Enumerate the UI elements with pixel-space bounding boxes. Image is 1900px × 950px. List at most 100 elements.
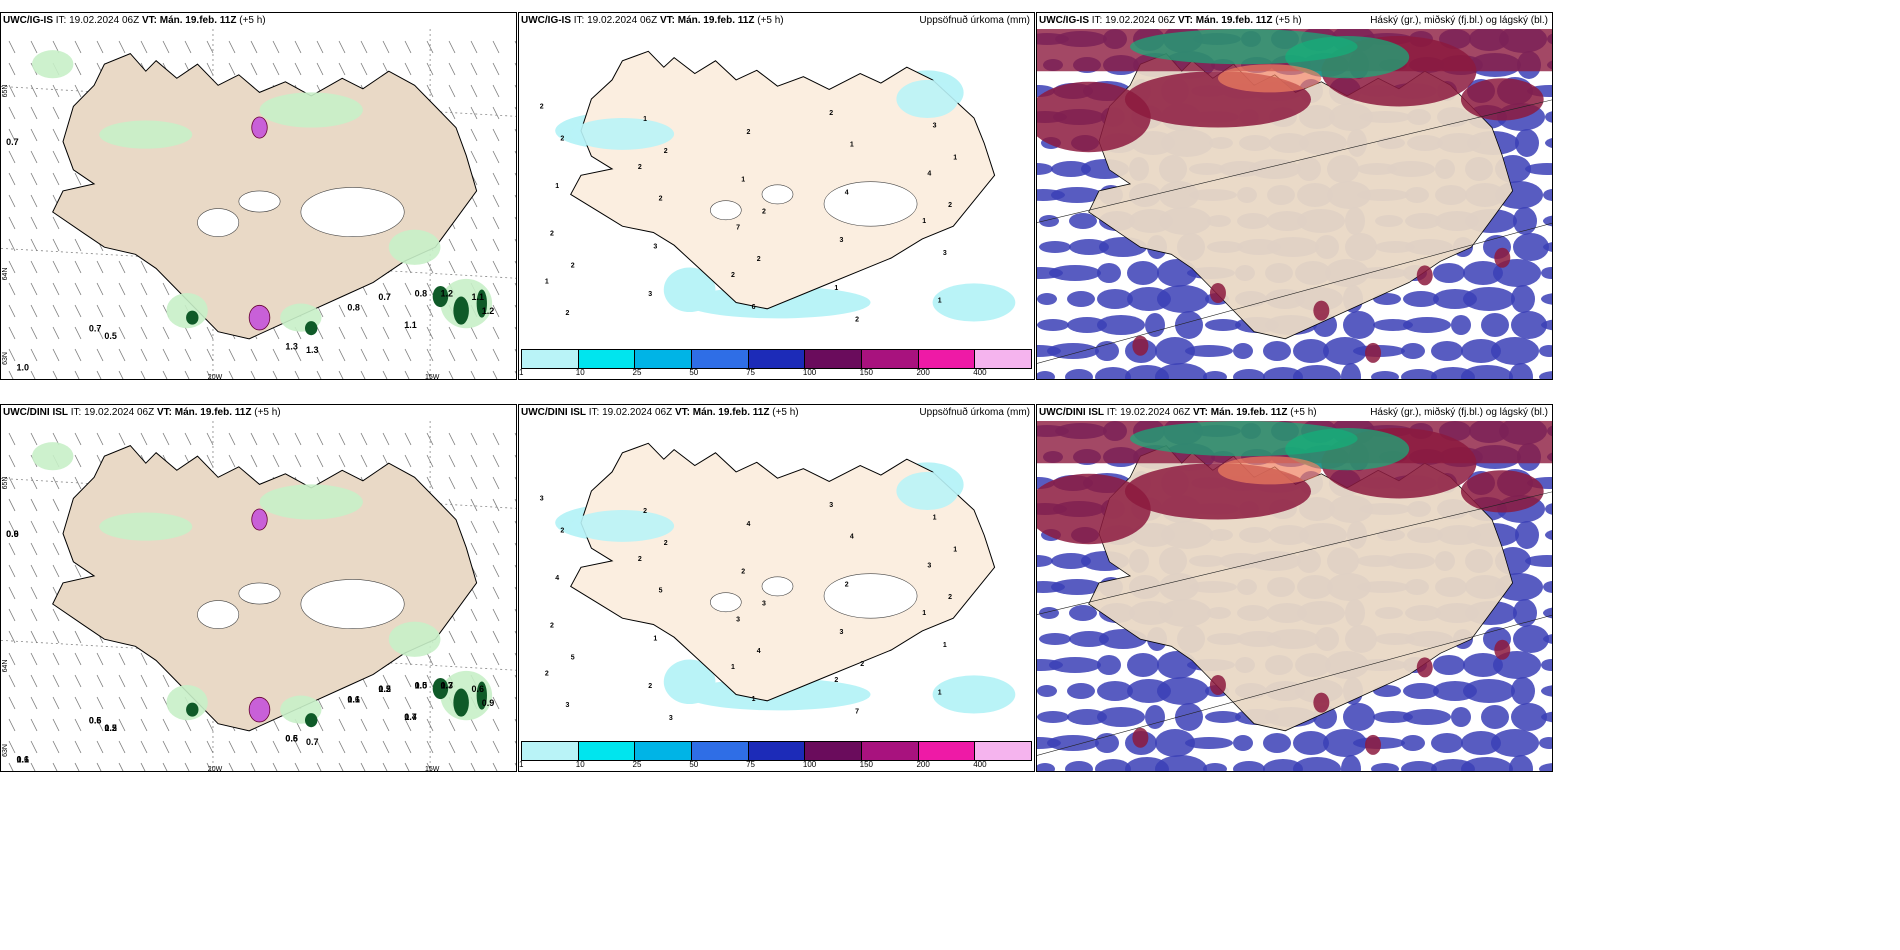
wind-barb: [30, 520, 38, 534]
precip-area: [896, 79, 959, 119]
wind-barb: [382, 282, 390, 296]
wind-barb: [338, 762, 344, 771]
precip-amount: 3: [762, 600, 766, 607]
low-cloud: [1373, 711, 1413, 723]
colorbar-ticks: 1 10 25 50 75 100 150 200 400: [519, 368, 1032, 379]
precip-value: 0.6: [6, 529, 19, 539]
precip-amount: 5: [571, 655, 575, 662]
wind-barb: [382, 432, 390, 446]
wind-barb: [8, 586, 16, 600]
low-cloud: [1047, 343, 1099, 359]
low-cloud: [1545, 138, 1552, 148]
precip-value: 0.7: [404, 712, 417, 722]
low-cloud: [1539, 371, 1552, 379]
wind-barb: [8, 216, 16, 230]
wind-barb: [118, 40, 126, 54]
wind-barb: [8, 150, 16, 164]
wind-barb: [470, 260, 478, 274]
wind-barb: [96, 674, 104, 688]
low-cloud: [1433, 655, 1465, 675]
wind-barb: [492, 520, 500, 534]
precip-amount: 2: [648, 683, 652, 690]
wind-barb: [294, 40, 302, 54]
glacier: [823, 573, 918, 619]
precip-heavy: [432, 677, 449, 700]
wind-barb: [162, 282, 170, 296]
wind-barb: [162, 740, 170, 754]
low-cloud: [1069, 239, 1109, 255]
low-cloud: [1097, 315, 1145, 335]
precip-amount: 2: [845, 581, 849, 588]
map-panel-precip: UWC/DINI ISL IT: 19.02.2024 06Z VT: Mán.…: [518, 404, 1035, 772]
precip-area: [896, 471, 959, 511]
wind-barb: [316, 454, 324, 468]
panel-title: Uppsöfnuð úrkoma (mm): [919, 15, 1030, 26]
precip-value: 1.4: [404, 712, 417, 722]
lead-time: (+5 h): [1275, 15, 1302, 26]
wind-barb: [338, 326, 346, 340]
wind-barb: [52, 128, 60, 142]
low-cloud: [1067, 683, 1095, 699]
precip-amount: 2: [948, 594, 952, 601]
wind-barb: [448, 432, 456, 446]
wind-barb: [8, 718, 16, 732]
precip-amount: 3: [648, 291, 652, 298]
wind-barb: [470, 62, 478, 76]
low-cloud: [1343, 703, 1375, 731]
wind-barb: [294, 762, 300, 771]
wind-barb: [30, 326, 38, 340]
wind-barb: [514, 696, 516, 700]
wind-barb: [118, 652, 126, 666]
wind-barb: [448, 238, 456, 252]
low-cloud: [1545, 503, 1552, 515]
vt-label: VT:: [156, 407, 172, 418]
wind-barb: [52, 674, 60, 688]
colorbar-swatch: [975, 742, 1032, 760]
low-cloud: [1049, 657, 1101, 673]
wind-barb: [426, 432, 434, 446]
low-cloud: [1037, 763, 1055, 771]
colorbar-tick-label: 1: [519, 368, 524, 377]
precip-amount: 1: [943, 642, 947, 649]
wind-barb: [8, 454, 16, 468]
it-value: 19.02.2024 06Z: [1120, 407, 1191, 418]
vt-value: Mán. 19.feb. 11Z: [159, 15, 237, 26]
wind-barb: [492, 194, 500, 208]
wind-barb: [492, 238, 500, 252]
wind-barb: [140, 326, 148, 340]
wind-barb: [514, 260, 516, 264]
precip-area: [32, 442, 74, 471]
it-label: IT:: [70, 407, 82, 418]
wind-barb: [30, 282, 38, 296]
low-cloud: [1481, 313, 1509, 337]
vt-label: VT:: [141, 15, 157, 26]
wind-barb: [140, 282, 148, 296]
low-cloud: [1263, 367, 1303, 379]
low-cloud: [1233, 343, 1253, 359]
precip-heavy: [304, 321, 318, 336]
model-name: UWC/DINI ISL: [521, 407, 586, 418]
precip-heavy: [476, 289, 487, 318]
wind-barb: [162, 432, 170, 446]
wind-barb: [74, 630, 82, 644]
low-cloud: [1127, 653, 1159, 677]
low-cloud: [1371, 371, 1399, 379]
wind-barb: [492, 564, 500, 578]
wind-barb: [426, 454, 434, 468]
precip-amount: 1: [938, 690, 942, 697]
wind-barb: [382, 370, 388, 379]
wind-barb: [30, 106, 38, 120]
wind-barb: [514, 326, 516, 330]
wind-barb: [228, 40, 236, 54]
wind-barb: [492, 608, 500, 622]
wind-barb: [206, 432, 214, 446]
wind-barb: [8, 608, 16, 622]
wind-barb: [8, 106, 16, 120]
wind-barb: [52, 498, 60, 512]
wind-barb: [338, 740, 346, 754]
precip-amount: 2: [643, 508, 647, 515]
colorbar-swatch: [805, 350, 863, 368]
precip-value: 0.5: [378, 684, 391, 694]
graticule-line: [1, 247, 516, 279]
precip-area: [388, 621, 441, 657]
